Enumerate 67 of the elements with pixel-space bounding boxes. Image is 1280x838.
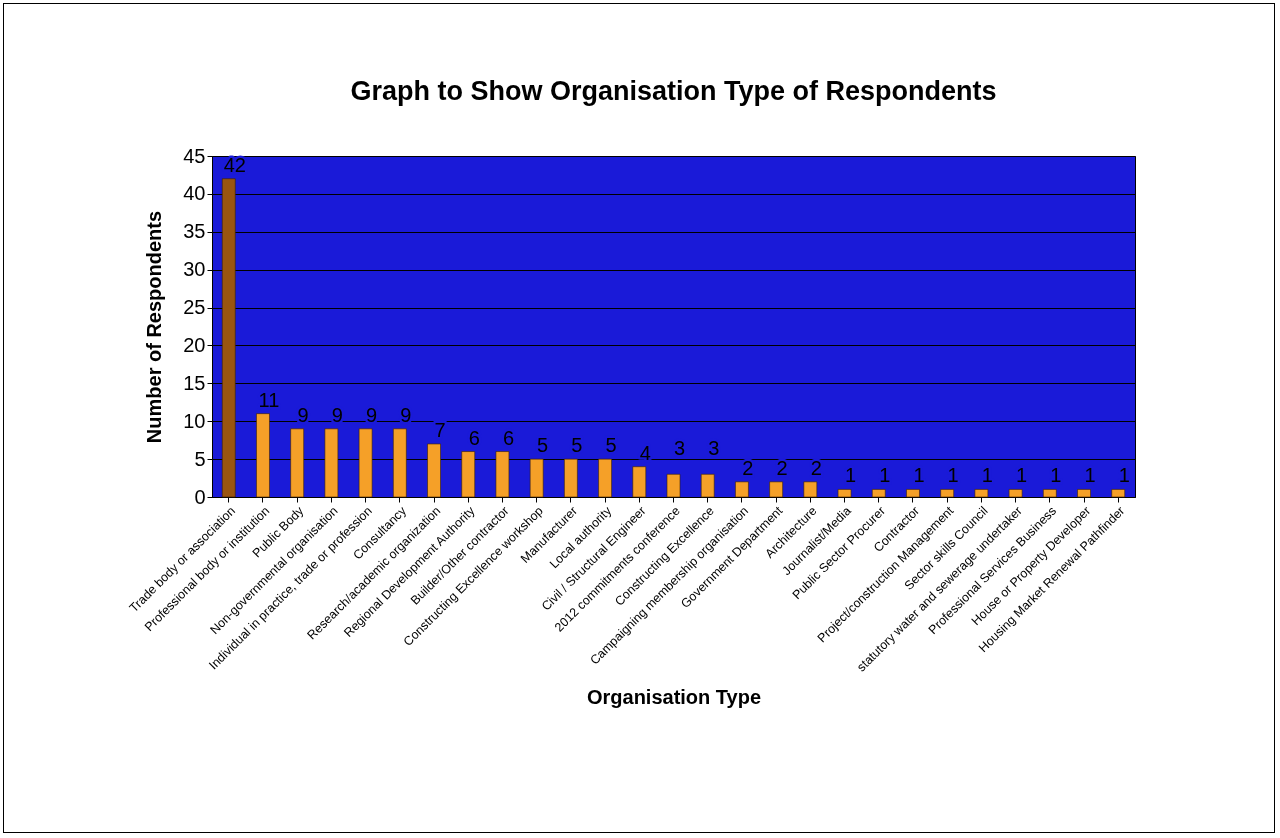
- data-label: 5: [537, 434, 549, 457]
- y-tick-label: 25: [183, 296, 206, 319]
- y-tick-label: 0: [194, 485, 206, 508]
- data-label: 1: [1016, 464, 1028, 487]
- bar: [495, 451, 510, 498]
- data-label: 7: [434, 418, 446, 441]
- data-label: 1: [981, 464, 993, 487]
- data-label: 1: [1084, 464, 1096, 487]
- bar: [974, 489, 989, 498]
- data-label: 9: [366, 403, 378, 426]
- bar: [700, 473, 715, 498]
- y-axis-title: Number of Respondents: [143, 210, 166, 444]
- data-label: 9: [297, 403, 309, 426]
- bar: [290, 428, 304, 498]
- data-label: 6: [502, 426, 515, 449]
- bar: [1077, 489, 1091, 498]
- data-label: 6: [468, 426, 480, 449]
- data-label: 4: [639, 441, 651, 464]
- y-tick-label: 10: [183, 409, 206, 432]
- data-label: 3: [708, 437, 720, 460]
- data-label: 9: [400, 403, 412, 426]
- y-tick-label: 30: [183, 258, 206, 281]
- bar: [1043, 489, 1057, 498]
- y-tick-label: 40: [183, 182, 206, 205]
- bar: [1008, 489, 1023, 498]
- bar: [324, 428, 339, 498]
- bar: [871, 489, 886, 498]
- bar: [358, 428, 373, 498]
- data-label: 2: [742, 456, 754, 479]
- bar: [632, 466, 647, 498]
- bar: [393, 428, 407, 498]
- data-label: 1: [947, 464, 959, 487]
- data-label: 11: [258, 388, 280, 411]
- y-tick-label: 15: [183, 371, 206, 394]
- y-tick-label: 35: [183, 220, 206, 243]
- x-axis-title: Organisation Type: [586, 686, 762, 708]
- bar: [256, 413, 270, 498]
- data-label: 2: [776, 456, 788, 479]
- data-label: 2: [810, 456, 822, 479]
- data-label: 1: [1118, 464, 1130, 487]
- data-label: 5: [605, 434, 617, 457]
- data-label: 1: [1050, 464, 1062, 487]
- data-label: 5: [571, 434, 583, 457]
- data-label: 1: [844, 464, 857, 487]
- y-tick-label: 20: [183, 333, 206, 356]
- bar: [666, 473, 681, 498]
- bar: [837, 489, 852, 498]
- bar: [803, 481, 818, 498]
- bar: [529, 458, 544, 498]
- bar: [427, 443, 441, 498]
- y-tick-label: 45: [183, 144, 206, 167]
- data-label: 1: [879, 464, 891, 487]
- y-tick-label: 5: [194, 447, 206, 470]
- chart-title: Graph to Show Organisation Type of Respondents: [350, 76, 997, 106]
- bar: [221, 178, 236, 498]
- bar: [735, 481, 749, 498]
- data-label: 1: [913, 464, 925, 487]
- data-label: 3: [673, 437, 686, 460]
- bar: [769, 481, 783, 498]
- bar: [906, 489, 920, 498]
- data-label: 42: [223, 153, 246, 176]
- bar: [564, 458, 578, 498]
- data-label: 9: [331, 403, 343, 426]
- bar: [461, 451, 476, 498]
- bar: [940, 489, 954, 498]
- bar: [598, 458, 612, 498]
- bar: [1111, 489, 1126, 498]
